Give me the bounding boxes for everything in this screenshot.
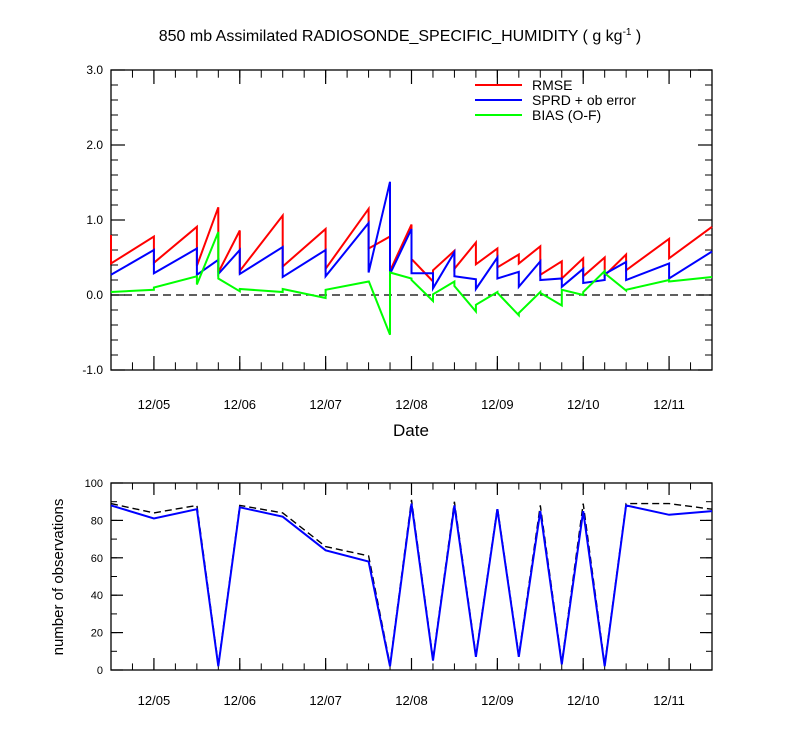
x-tick-label: 12/11 (653, 397, 685, 412)
top-plot-frame (110, 69, 713, 371)
y-tick-label: -1.0 (82, 363, 103, 377)
legend-label: SPRD + ob error (532, 92, 636, 108)
series-line-bias-o-f (110, 231, 713, 336)
x-tick-label: 12/07 (309, 397, 342, 412)
x-tick-label: 12/11 (653, 693, 685, 708)
y-tick-label: 80 (91, 515, 103, 527)
x-tick-label: 12/10 (567, 693, 600, 708)
y-tick-label: 1.0 (86, 213, 103, 227)
y-tick-label: 60 (91, 553, 103, 565)
y-tick-label: 100 (85, 478, 103, 490)
x-tick-label: 12/05 (138, 693, 171, 708)
series-line-sprd-ob-error (110, 181, 713, 293)
x-tick-label: 12/09 (481, 693, 514, 708)
x-tick-label: 12/08 (395, 397, 428, 412)
y-tick-label: 40 (91, 590, 103, 602)
x-tick-label: 12/10 (567, 397, 600, 412)
top-x-axis: 12/05 12/06 12/07 12/08 12/09 12/10 12/11 (138, 70, 685, 412)
series-line-used (110, 503, 713, 667)
bottom-minor-ticks (110, 482, 713, 671)
x-axis-label: Date (393, 421, 429, 440)
x-tick-label: 12/06 (224, 397, 257, 412)
x-tick-label: 12/05 (138, 397, 171, 412)
top-chart: 850 mb Assimilated RADIOSONDE_SPECIFIC_H… (82, 27, 713, 440)
bottom-y-axis: 0 20 40 60 80 100 (85, 478, 712, 677)
x-tick-label: 12/07 (309, 693, 342, 708)
y-tick-label: 0.0 (86, 288, 103, 302)
y-axis-label: number of observations (50, 499, 67, 656)
y-tick-label: 2.0 (86, 138, 103, 152)
y-tick-label: 0 (97, 665, 103, 677)
top-y-axis: -1.0 0.0 1.0 2.0 3.0 (82, 63, 712, 377)
top-series (110, 181, 713, 336)
legend-label: RMSE (532, 77, 572, 93)
top-minor-ticks (110, 69, 713, 371)
chart-title: 850 mb Assimilated RADIOSONDE_SPECIFIC_H… (159, 27, 642, 45)
x-tick-label: 12/09 (481, 397, 514, 412)
x-tick-label: 12/08 (395, 693, 428, 708)
legend-label: BIAS (O-F) (532, 107, 601, 123)
bottom-series (110, 499, 713, 667)
series-line-possible (110, 499, 713, 665)
y-tick-label: 20 (91, 628, 103, 640)
x-tick-label: 12/06 (224, 693, 257, 708)
y-tick-label: 3.0 (86, 63, 103, 77)
bottom-x-axis: 12/05 12/06 12/07 12/08 12/09 12/10 12/11 (138, 483, 685, 708)
